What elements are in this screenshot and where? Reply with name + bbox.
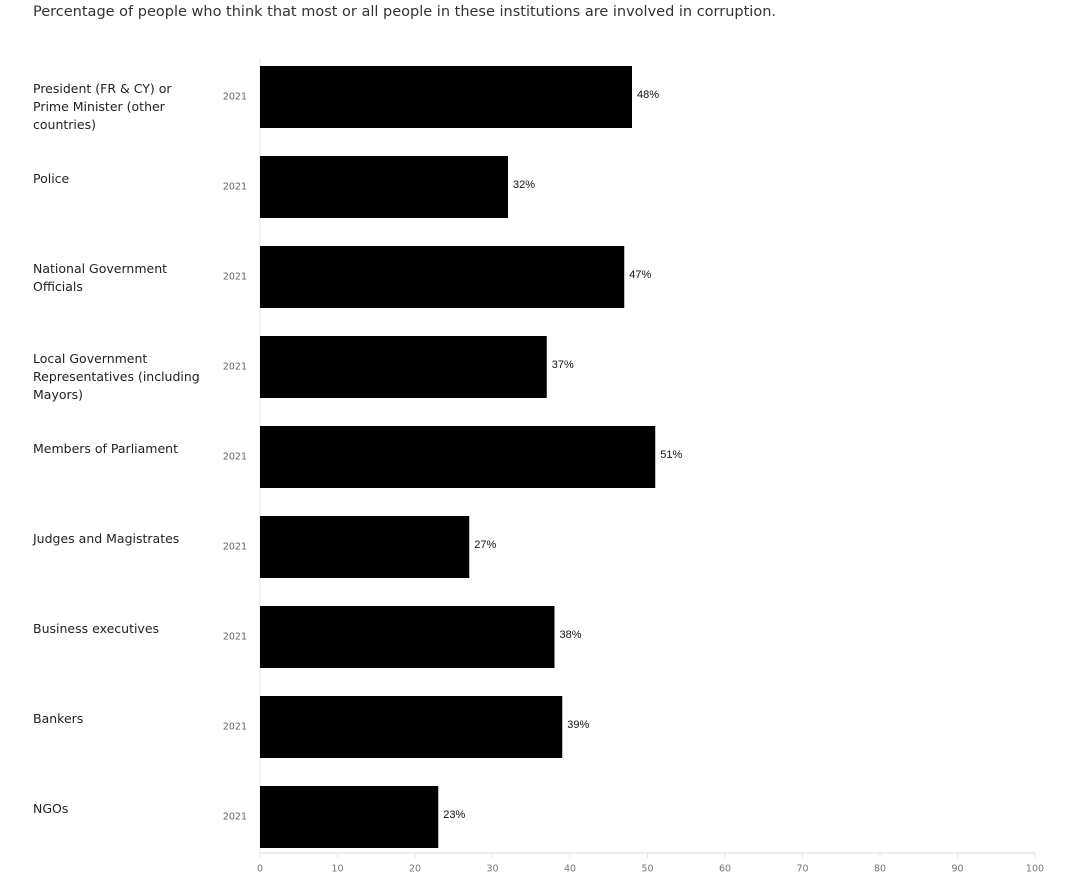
bar <box>260 66 632 128</box>
x-tick-label: 90 <box>951 864 963 875</box>
value-label: 47% <box>629 269 651 281</box>
x-tick-label: 30 <box>486 864 498 875</box>
x-tick-label: 20 <box>409 864 421 875</box>
category-label: President (FR & CY) or Prime Minister (o… <box>33 81 172 132</box>
bar <box>260 696 563 758</box>
x-tick-label: 70 <box>796 864 808 875</box>
category-label: Judges and Magistrates <box>33 531 180 546</box>
category-label: Police <box>33 171 70 186</box>
bar <box>260 156 508 218</box>
year-label: 2021 <box>223 182 247 193</box>
year-label: 2021 <box>223 542 247 553</box>
category-label: Local Government Representatives (includ… <box>33 351 200 402</box>
year-label: 2021 <box>223 92 247 103</box>
value-label: 48% <box>637 89 659 101</box>
bar <box>260 606 555 668</box>
x-tick-label: 40 <box>564 864 576 875</box>
bar <box>260 246 625 308</box>
bar <box>260 336 547 398</box>
value-label: 37% <box>552 359 574 371</box>
category-label: Bankers <box>33 711 84 726</box>
x-tick-label: 80 <box>874 864 886 875</box>
bar <box>260 426 656 488</box>
bar <box>260 786 439 848</box>
category-label: Business executives <box>33 621 160 636</box>
bar <box>260 516 470 578</box>
x-tick-label: 100 <box>1026 864 1044 875</box>
year-label: 2021 <box>223 632 247 643</box>
year-label: 2021 <box>223 722 247 733</box>
value-label: 51% <box>660 449 682 461</box>
value-label: 39% <box>567 719 589 731</box>
x-tick-label: 50 <box>641 864 653 875</box>
category-label: NGOs <box>33 801 69 816</box>
category-label: Members of Parliament <box>33 441 178 456</box>
x-tick-label: 0 <box>257 864 263 875</box>
year-label: 2021 <box>223 272 247 283</box>
chart-title: Percentage of people who think that most… <box>33 4 777 20</box>
x-tick-label: 10 <box>331 864 343 875</box>
year-label: 2021 <box>223 452 247 463</box>
value-label: 23% <box>443 809 465 821</box>
value-label: 32% <box>513 179 535 191</box>
x-tick-label: 60 <box>719 864 731 875</box>
year-label: 2021 <box>223 362 247 373</box>
value-label: 27% <box>474 539 496 551</box>
year-label: 2021 <box>223 812 247 823</box>
value-label: 38% <box>560 629 582 641</box>
category-label: National Government Officials <box>33 261 168 294</box>
